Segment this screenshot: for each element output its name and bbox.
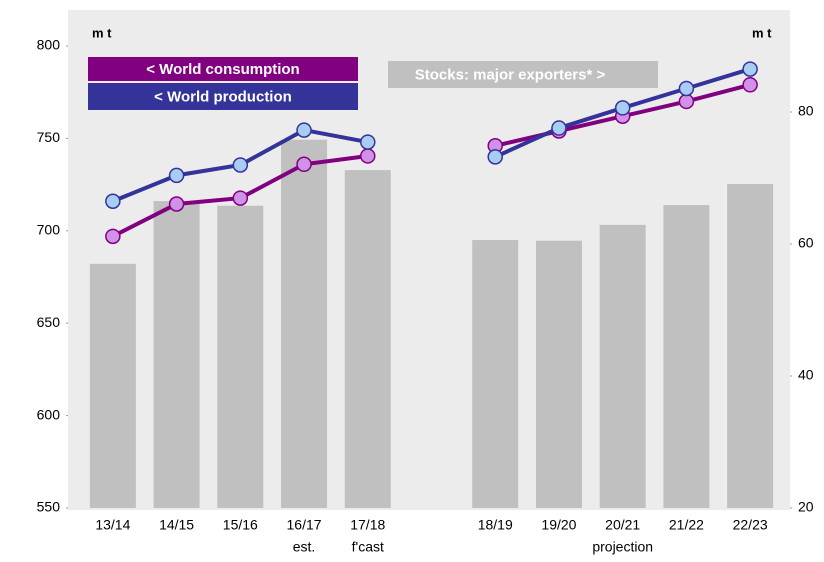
x-tick-label: 20/21 — [605, 517, 640, 533]
marker — [168, 196, 185, 212]
bar — [599, 224, 646, 509]
marker — [742, 61, 758, 77]
annotation: projection — [592, 539, 653, 555]
marker — [296, 156, 312, 173]
legend-swatch — [88, 57, 358, 81]
x-tick-label: 18/19 — [478, 517, 513, 533]
annotation: f'cast — [352, 539, 384, 555]
bar — [727, 183, 774, 508]
legend-label: < World consumption — [146, 61, 299, 78]
marker — [487, 149, 503, 165]
y-tick-label: 750 — [37, 129, 61, 145]
bar — [217, 205, 264, 508]
bar — [663, 205, 710, 508]
bar — [89, 263, 136, 508]
y-tick-label: 650 — [37, 314, 61, 330]
y-unit: m t — [92, 25, 112, 40]
annotation: est. — [293, 539, 316, 555]
y-tick-label: 550 — [37, 499, 61, 515]
marker — [360, 134, 376, 150]
marker — [614, 100, 631, 116]
y2-tick-label: 80 — [798, 103, 814, 119]
marker — [168, 167, 185, 184]
y2-unit: m t — [752, 25, 772, 40]
x-tick-label: 14/15 — [159, 517, 194, 533]
marker — [232, 190, 249, 206]
y-tick-label: 600 — [37, 406, 61, 422]
marker — [105, 193, 121, 209]
y2-tick-label: 40 — [798, 367, 814, 383]
x-tick-label: 22/23 — [733, 517, 768, 533]
bar — [281, 139, 328, 508]
y-tick-label: 800 — [37, 37, 61, 53]
marker — [232, 157, 249, 173]
legend-label: Stocks: major exporters* > — [415, 66, 606, 83]
y2-tick-label: 20 — [798, 499, 814, 515]
x-tick-label: 13/14 — [95, 517, 130, 533]
marker — [678, 93, 695, 110]
x-tick-label: 19/20 — [541, 517, 576, 533]
x-tick-label: 21/22 — [669, 517, 704, 533]
legend-label: < World production — [154, 88, 292, 105]
marker — [105, 228, 121, 245]
y-tick-label: 700 — [37, 222, 61, 238]
marker — [678, 80, 695, 97]
marker — [742, 77, 758, 93]
bar — [153, 201, 200, 508]
bar — [344, 170, 391, 508]
y2-tick-label: 60 — [798, 235, 814, 251]
bar — [472, 240, 519, 509]
x-tick-label: 16/17 — [287, 517, 322, 533]
legend-swatch — [88, 83, 358, 110]
marker — [551, 120, 567, 136]
marker — [360, 148, 376, 164]
bar — [535, 240, 582, 508]
marker — [296, 122, 312, 138]
x-tick-label: 15/16 — [223, 517, 258, 533]
legend-swatch — [388, 61, 658, 88]
x-tick-label: 17/18 — [350, 517, 385, 533]
